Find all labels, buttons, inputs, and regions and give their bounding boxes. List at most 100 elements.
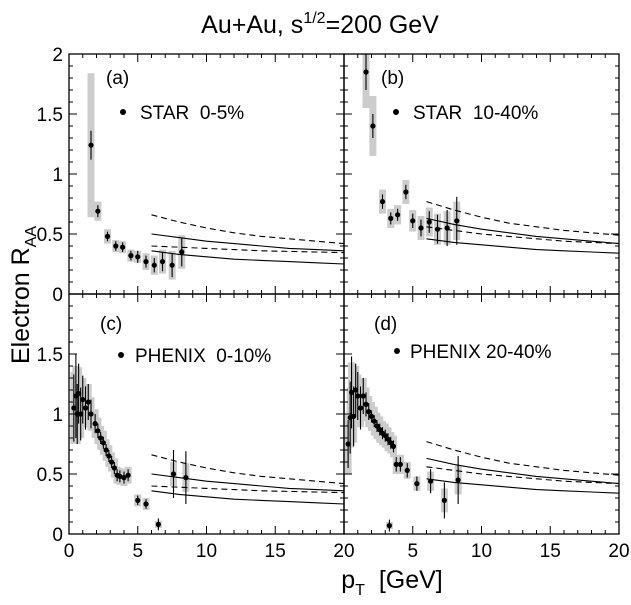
point-layer [71, 354, 189, 531]
x-tick-label: 5 [407, 541, 418, 562]
panel-a-label: (a) [106, 68, 129, 89]
title-main: Au+Au, s [201, 11, 303, 39]
data-point [103, 447, 109, 453]
x-tick-label: 20 [608, 541, 629, 562]
x-tick-label: 0 [64, 541, 75, 562]
panel-d-legend: PHENIX 20-40% [410, 342, 552, 363]
data-point [170, 471, 177, 477]
data-point [351, 413, 357, 419]
tick-layer: 0 0.5 1 1.5 0 5 10 15 20 [37, 293, 355, 562]
data-point [348, 389, 355, 395]
x-tick-label: 15 [265, 541, 286, 562]
panel-c-legend-marker [118, 352, 124, 358]
y-tick-label: 1.5 [37, 345, 63, 366]
theory-curve-solid-lower [426, 238, 620, 254]
point-layer [363, 54, 460, 246]
theory-curve-dashed-upper [151, 454, 345, 485]
x-tick-label: 10 [196, 541, 217, 562]
theory-curve-dashed-lower [426, 226, 620, 245]
data-point [345, 441, 351, 447]
data-point [125, 472, 131, 478]
data-point [388, 440, 394, 446]
data-point [183, 475, 189, 481]
data-point [143, 259, 149, 265]
data-point [360, 393, 366, 399]
data-point [426, 219, 432, 225]
data-point [374, 423, 380, 429]
x-tick-label: 10 [471, 541, 492, 562]
data-point [371, 418, 377, 424]
data-point [355, 393, 361, 399]
data-point [95, 428, 101, 434]
panel-a-frame [68, 53, 345, 295]
data-point [106, 453, 112, 459]
data-point [363, 69, 369, 75]
data-point [441, 497, 447, 503]
title-tail: =200 GeV [326, 11, 440, 39]
data-point [92, 421, 98, 427]
data-point [393, 461, 399, 467]
data-point [428, 478, 434, 484]
figure-title: Au+Au, s1/2=200 GeV [201, 10, 439, 39]
data-point [404, 467, 410, 473]
x-tick-label: 5 [132, 541, 143, 562]
theory-curve-dashed-upper [151, 214, 345, 245]
tick-layer [343, 53, 620, 295]
data-point [414, 481, 420, 487]
tick-layer: 5 10 15 20 [343, 293, 630, 562]
panel-d: 5 10 15 20 (d) PHENIX 20-40% [343, 293, 630, 562]
y-tick-label: 0.5 [37, 465, 63, 486]
data-point [444, 225, 450, 231]
panel-b-frame [343, 53, 620, 295]
data-point [382, 433, 388, 439]
theory-curve-solid-lower [151, 490, 345, 505]
panel-c-label: (c) [100, 314, 122, 335]
data-point [368, 413, 375, 419]
data-point [88, 411, 94, 417]
data-point [363, 401, 369, 407]
data-point [135, 254, 141, 260]
data-point [85, 399, 91, 405]
panel-b-legend-marker [393, 109, 399, 115]
theory-curve-solid-upper [151, 473, 345, 492]
data-point [135, 497, 141, 503]
data-point [159, 259, 166, 265]
data-point [121, 475, 127, 481]
data-point [95, 208, 101, 214]
data-point [82, 405, 89, 411]
panel-c-legend: PHENIX 0-10% [135, 346, 271, 367]
theory-curve-solid-upper [426, 217, 620, 245]
x-tick-label: 15 [540, 541, 561, 562]
panel-b-legend: STAR 10-40% [413, 103, 538, 124]
panel-a-legend: STAR 0-5% [140, 103, 244, 124]
x-tick-label: 20 [333, 541, 354, 562]
data-point [179, 249, 185, 255]
y-tick-label: 0.5 [37, 225, 63, 246]
sys-layer [362, 54, 461, 245]
data-point [128, 253, 134, 259]
data-point [388, 215, 394, 221]
data-point [455, 477, 461, 483]
panel-b-label: (b) [381, 68, 404, 89]
data-point [76, 391, 82, 397]
y-axis-label: Electron RAA [7, 226, 40, 364]
panel-a-legend-marker [120, 109, 126, 115]
data-point [454, 218, 460, 224]
data-point [385, 436, 391, 442]
theory-curve-dashed-lower [151, 245, 345, 254]
data-point [113, 243, 119, 249]
data-point [386, 523, 392, 529]
panel-a: 0 0.5 1 1.5 2 (a) STAR 0-5% [37, 45, 345, 306]
data-point [151, 262, 157, 268]
panel-d-label: (d) [374, 314, 397, 335]
data-point [418, 225, 424, 231]
y-tick-label: 0 [52, 285, 63, 306]
theory-curve-solid-lower [151, 250, 345, 265]
data-point [410, 218, 416, 224]
xlabel-subscript: T [355, 582, 365, 599]
y-tick-label: 0 [52, 525, 63, 546]
x-axis-label: pT [GeV] [341, 566, 443, 599]
curve-layer [151, 214, 345, 265]
data-point [120, 244, 126, 250]
